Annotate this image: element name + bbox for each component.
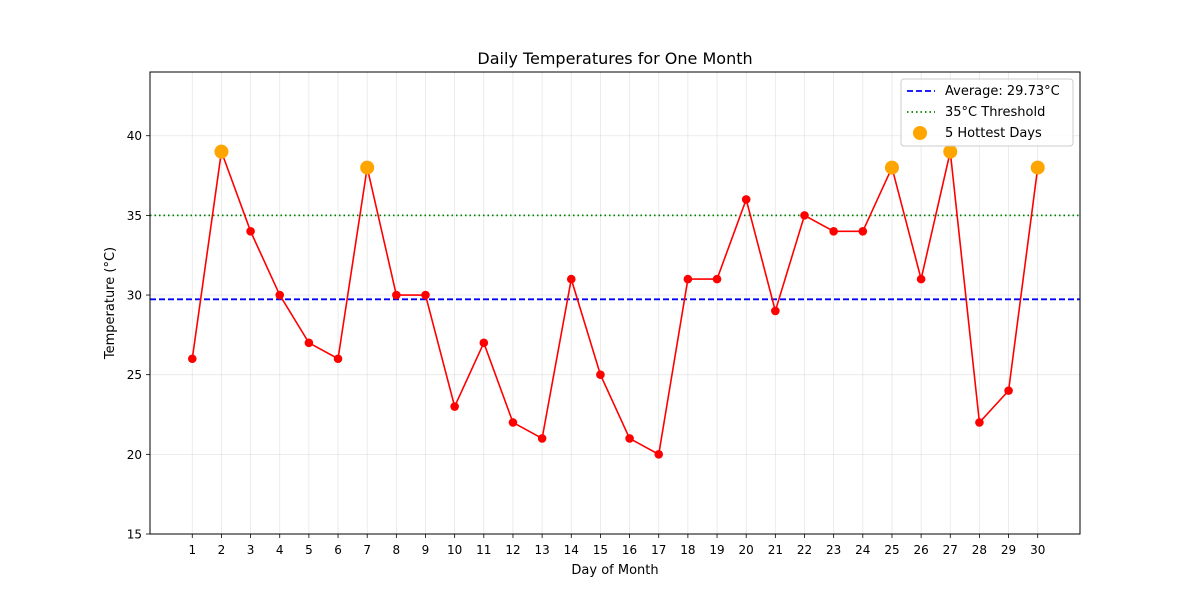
temperature-point	[421, 290, 430, 300]
x-tick-label: 22	[797, 543, 812, 557]
y-tick-label: 15	[127, 528, 142, 542]
temperature-point	[333, 354, 343, 364]
legend-hottest-swatch	[913, 126, 927, 140]
x-tick-label: 4	[276, 543, 284, 557]
temperature-point	[916, 274, 926, 284]
temperature-point	[304, 338, 314, 348]
x-tick-label: 9	[422, 543, 430, 557]
reference-lines	[150, 214, 1080, 301]
x-tick-label: 14	[564, 543, 579, 557]
x-tick-label: 26	[913, 543, 928, 557]
x-tick-label: 24	[855, 543, 870, 557]
hottest-day-marker	[360, 160, 375, 175]
x-tick-label: 16	[622, 543, 637, 557]
x-tick-label: 6	[334, 543, 342, 557]
legend-box	[900, 78, 1074, 147]
y-tick-label: 35	[127, 209, 142, 223]
temperature-point	[654, 450, 664, 459]
x-tick-label: 13	[534, 543, 549, 557]
temperature-point	[450, 402, 459, 411]
x-tick-label: 5	[305, 543, 313, 557]
x-tick-label: 23	[826, 543, 841, 557]
temperature-point	[596, 370, 605, 379]
temperature-point	[392, 290, 401, 300]
hottest-day-marker	[943, 144, 958, 159]
hottest-day-marker	[214, 144, 229, 159]
temperature-point	[537, 434, 547, 443]
hottest-days-markers	[214, 144, 1045, 175]
temperature-point	[187, 354, 197, 364]
x-tick-label: 30	[1030, 543, 1045, 557]
temperature-point	[479, 338, 489, 348]
x-tick-label: 17	[651, 543, 666, 557]
x-tick-label: 25	[884, 543, 899, 557]
temperature-point	[829, 227, 838, 236]
temperature-point	[771, 306, 780, 316]
temperature-point	[508, 418, 518, 427]
y-tick-label: 30	[127, 289, 142, 303]
x-axis-ticks: 1 2 3 4 5 6 7 8 9 10 11 12 13 14 15 16 17 18 19 20 21 22 23 24 2…	[188, 534, 1045, 557]
x-tick-label: 8	[393, 543, 401, 557]
temperature-point	[975, 418, 984, 427]
chart-title: Daily Temperatures for One Month	[477, 49, 752, 68]
x-tick-label: 15	[593, 543, 608, 557]
y-axis-label: Temperature (°C)	[103, 247, 118, 360]
legend-average-label: Average: 29.73°C	[945, 84, 1060, 99]
x-tick-label: 12	[505, 543, 520, 557]
temperature-line	[191, 151, 1039, 456]
x-tick-label: 2	[218, 543, 226, 557]
temperature-point	[712, 274, 722, 284]
y-tick-label: 20	[127, 448, 142, 462]
temperature-point	[246, 227, 255, 236]
temperature-point	[800, 211, 809, 220]
hottest-day-marker	[1030, 160, 1045, 175]
temperature-point	[858, 227, 868, 236]
x-tick-label: 10	[447, 543, 462, 557]
hottest-day-marker	[884, 160, 899, 175]
temperature-point	[275, 290, 285, 300]
x-tick-label: 28	[972, 543, 987, 557]
y-tick-label: 40	[127, 129, 142, 143]
y-tick-label: 25	[127, 368, 142, 382]
y-axis-ticks: 15 20 25 30 35 40	[127, 129, 150, 542]
temperature-point	[625, 434, 634, 443]
x-tick-label: 21	[768, 543, 783, 557]
temperature-point	[1004, 386, 1013, 395]
x-tick-label: 18	[680, 543, 695, 557]
legend-hottest-label: 5 Hottest Days	[945, 126, 1042, 141]
plot-frame	[149, 71, 1081, 535]
x-tick-label: 19	[709, 543, 724, 557]
temperature-point	[566, 274, 576, 284]
temperature-series	[187, 147, 1043, 459]
legend-threshold-label: 35°C Threshold	[945, 105, 1045, 120]
x-tick-label: 7	[363, 543, 371, 557]
x-tick-label: 20	[739, 543, 754, 557]
x-tick-label: 11	[476, 543, 491, 557]
temperature-point	[683, 274, 693, 284]
temperature-point	[741, 195, 751, 204]
legend: Average: 29.73°C 35°C Threshold 5 Hottes…	[900, 78, 1074, 147]
x-tick-label: 27	[943, 543, 958, 557]
x-tick-label: 3	[247, 543, 255, 557]
x-axis-label: Day of Month	[571, 563, 658, 578]
x-tick-label: 29	[1001, 543, 1016, 557]
x-tick-label: 1	[188, 543, 196, 557]
